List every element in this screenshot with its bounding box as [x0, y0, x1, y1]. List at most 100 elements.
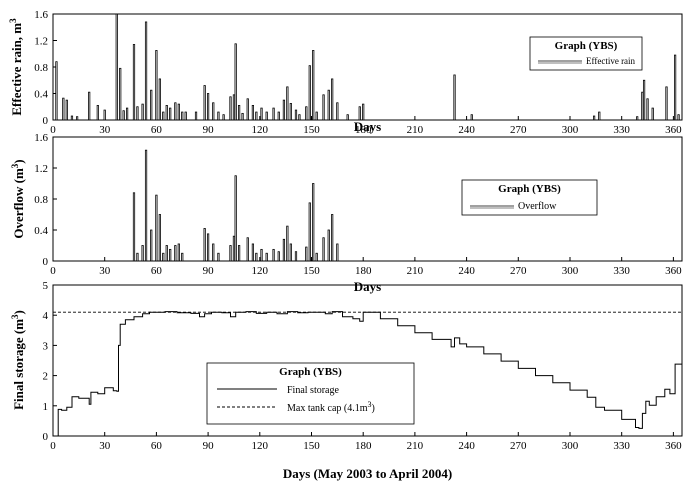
bar [169, 249, 170, 261]
x-tick-label: 30 [99, 124, 111, 136]
bar [323, 238, 324, 261]
bar [163, 112, 164, 120]
x-tick-label: 0 [50, 265, 56, 277]
bar [142, 246, 143, 262]
x-tick-label: 30 [99, 440, 111, 452]
bar [178, 104, 179, 120]
bar [137, 253, 138, 261]
x-tick-label: 300 [562, 265, 579, 277]
bar [287, 226, 288, 261]
x-tick-label: 240 [458, 124, 475, 136]
x-tick-label: 120 [252, 440, 269, 452]
bar [247, 99, 248, 120]
y-axis-label-text: Final storage (m [11, 319, 26, 410]
y-tick-label: 0 [43, 256, 49, 268]
legend: Graph (YBS) Overflow [462, 180, 597, 215]
x-axis-label: Days (May 2003 to April 2004) [283, 466, 452, 481]
bar [235, 44, 236, 120]
x-axis-label: Days [354, 279, 381, 294]
bar [116, 14, 117, 120]
bar [287, 87, 288, 120]
bar [213, 244, 214, 261]
bar [362, 104, 363, 120]
bar [207, 94, 208, 121]
bar [66, 100, 67, 120]
bar [471, 115, 472, 120]
x-tick-label: 330 [613, 124, 630, 136]
x-tick-label: 210 [407, 440, 424, 452]
bar [313, 50, 314, 120]
x-tick-label: 120 [252, 265, 269, 277]
bar [273, 249, 274, 261]
bar [166, 105, 167, 120]
bar [309, 203, 310, 261]
bar [175, 246, 176, 262]
bar [88, 92, 89, 120]
bar [163, 253, 164, 261]
bar [295, 252, 296, 261]
x-tick-label: 90 [203, 265, 215, 277]
x-tick-label: 60 [151, 124, 163, 136]
bar [599, 112, 600, 120]
legend-item-text: Max tank cap (4.1m [287, 403, 368, 414]
x-tick-label: 270 [510, 124, 527, 136]
bar [306, 107, 307, 120]
bar [252, 244, 253, 261]
bar [290, 244, 291, 261]
x-tick-label: 210 [407, 124, 424, 136]
bar [169, 108, 170, 120]
y-tick-label: 4 [43, 310, 49, 322]
legend-item-end: ) [372, 403, 375, 414]
bar [273, 108, 274, 120]
bar [159, 79, 160, 120]
legend: Graph (YBS) Final storage Max tank cap (4.… [207, 363, 414, 424]
bar [204, 228, 205, 261]
y-tick-label: 0.8 [34, 62, 48, 74]
y-axis-label-text: Effective rain, m [9, 23, 24, 116]
bar [137, 107, 138, 120]
x-tick-label: 360 [665, 265, 682, 277]
bar [56, 62, 57, 120]
x-tick-label: 120 [252, 124, 269, 136]
bar [309, 66, 310, 120]
bar [247, 238, 248, 261]
bar [166, 246, 167, 262]
bar [178, 244, 179, 261]
y-axis-label-text: Overflow (m [11, 168, 26, 239]
bar [233, 236, 234, 261]
bar [151, 230, 152, 261]
legend-title: Graph (YBS) [498, 183, 561, 195]
bar [223, 115, 224, 120]
x-tick-label: 60 [151, 440, 163, 452]
x-tick-label: 0 [50, 440, 56, 452]
x-tick-label: 180 [355, 440, 372, 452]
bar [647, 99, 648, 120]
bar [126, 108, 127, 120]
x-tick-label: 240 [458, 440, 475, 452]
x-tick-label: 210 [407, 265, 424, 277]
bar [283, 239, 284, 261]
bar [133, 193, 134, 261]
bar [331, 215, 332, 262]
x-tick-label: 270 [510, 265, 527, 277]
y-tick-label: 3 [43, 340, 49, 352]
x-tick-label: 90 [203, 440, 215, 452]
y-axis-label: Overflow (m3) [10, 159, 26, 238]
bar [652, 108, 653, 120]
bar [278, 112, 279, 120]
x-tick-label: 240 [458, 265, 475, 277]
bar [593, 116, 594, 120]
legend-item: Overflow [518, 201, 557, 212]
bar [295, 110, 296, 120]
chart-figure: 0 30 60 90 120 150 180 210 240 270 300 330 36000.40.… [0, 0, 695, 483]
x-tick-label: 90 [203, 124, 215, 136]
bar [323, 95, 324, 120]
bar [313, 184, 314, 262]
x-tick-label: 0 [50, 124, 56, 136]
bar [218, 253, 219, 261]
bar [175, 103, 176, 120]
x-tick-label: 360 [665, 124, 682, 136]
bar [283, 100, 284, 120]
bar [328, 90, 329, 120]
x-tick-label: 270 [510, 440, 527, 452]
